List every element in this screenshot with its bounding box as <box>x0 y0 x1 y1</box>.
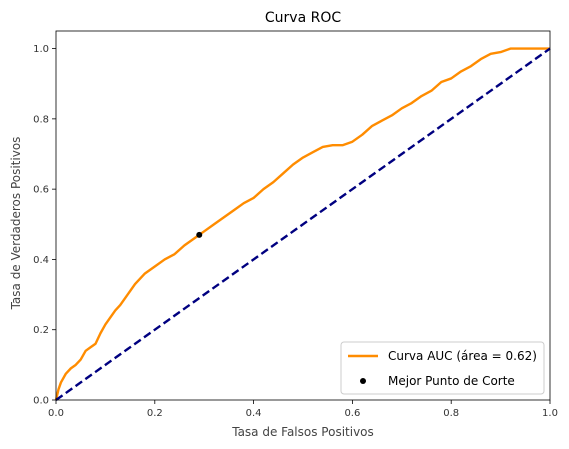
axis-ticks: 0.0 0.2 0.4 0.6 0.8 1.0 0.0 0.2 0.4 0.6 0.8 1.0 <box>33 44 558 419</box>
y-axis-label: Tasa de Verdaderos Positivos <box>9 137 23 311</box>
legend-entry-cutoff: Mejor Punto de Corte <box>388 374 515 388</box>
legend: Curva AUC (área = 0.62) Mejor Punto de Co… <box>340 341 545 395</box>
best-cutoff-point <box>196 231 203 238</box>
legend-point-swatch <box>360 378 366 384</box>
diagonal-reference-line <box>55 47 551 401</box>
roc-curve-line <box>54 47 550 401</box>
y-tick-label: 0.8 <box>33 114 49 125</box>
chart-title: Curva ROC <box>265 10 341 26</box>
y-tick-label: 0.2 <box>33 325 49 336</box>
x-tick-label: 0.8 <box>443 408 459 419</box>
x-axis-label: Tasa de Falsos Positivos <box>231 425 374 439</box>
y-tick-label: 0.0 <box>33 396 49 407</box>
x-tick-label: 0.2 <box>147 408 163 419</box>
x-tick-label: 0.6 <box>344 408 360 419</box>
y-tick-label: 0.6 <box>33 185 49 196</box>
legend-box <box>340 341 545 395</box>
x-tick-label: 1.0 <box>542 408 558 419</box>
y-tick-label: 1.0 <box>33 44 49 55</box>
plot-frame <box>55 30 551 401</box>
legend-entry-roc: Curva AUC (área = 0.62) <box>388 349 537 363</box>
y-tick-label: 0.4 <box>33 255 49 266</box>
x-tick-label: 0.4 <box>246 408 262 419</box>
plot-area <box>54 30 551 401</box>
x-tick-label: 0.0 <box>48 408 64 419</box>
